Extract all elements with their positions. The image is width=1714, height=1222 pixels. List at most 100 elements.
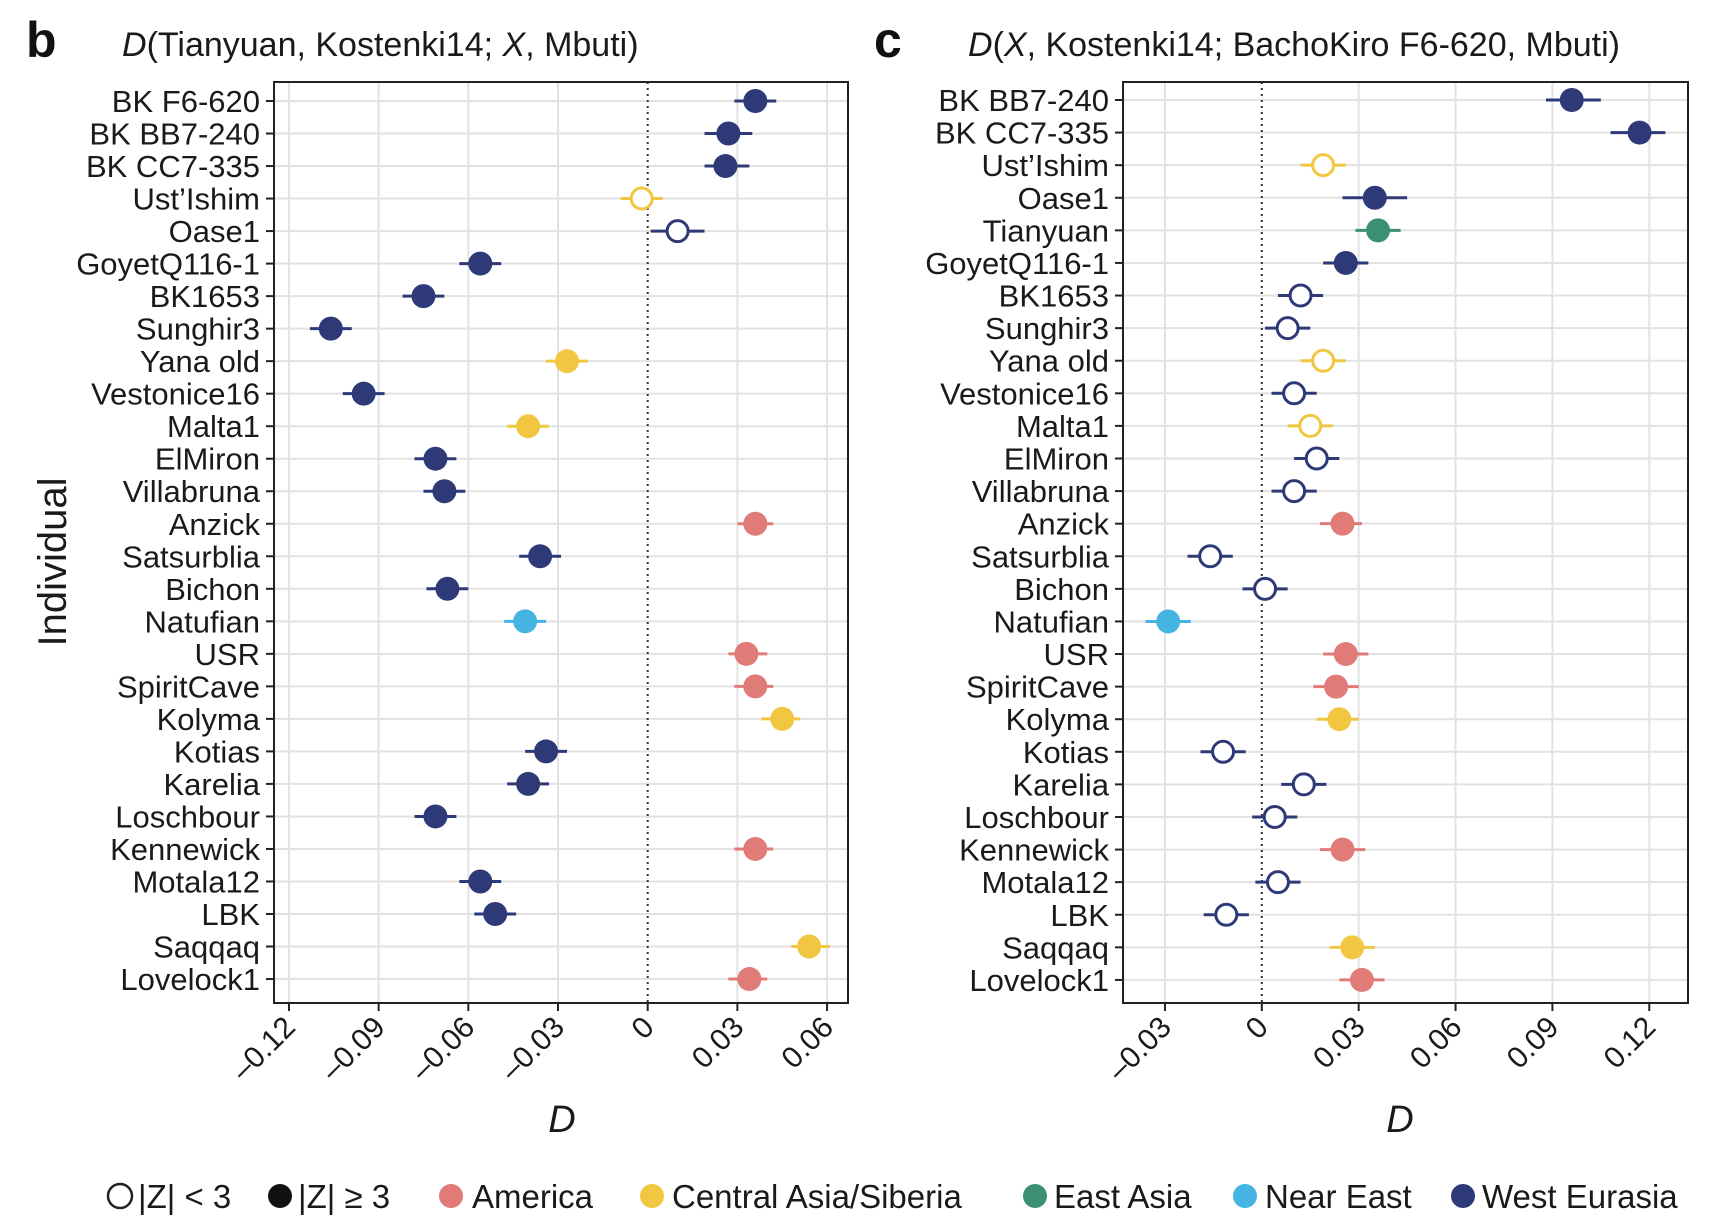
panel-b-marker-vestonice16 bbox=[351, 381, 376, 406]
legend-west-eurasia-label: West Eurasia bbox=[1482, 1178, 1678, 1215]
panel-b-row-label-bk1653: BK1653 bbox=[150, 279, 260, 314]
panel-b-x-tick-label-5: 0.03 bbox=[686, 1011, 751, 1076]
panel-c-point-usr bbox=[1323, 642, 1369, 667]
panel-b-point-bk-f6-620 bbox=[734, 89, 777, 113]
panel-b-x-tick-label-1: –0.09 bbox=[315, 1011, 391, 1087]
panel-c-point-loschbour bbox=[1252, 804, 1298, 829]
panel-c-marker-sunghir3 bbox=[1275, 316, 1300, 341]
panel-c-row-label-villabruna: Villabruna bbox=[972, 474, 1110, 509]
panel-c-row-label-bk-bb7-240: BK BB7-240 bbox=[938, 83, 1109, 118]
panel-b-marker-goyetq116-1 bbox=[468, 251, 493, 276]
panel-b-row-label-yana-old: Yana old bbox=[140, 344, 260, 379]
panel-c-x-tick-label-2: 0.03 bbox=[1307, 1011, 1372, 1076]
panel-c-row-label-lovelock1: Lovelock1 bbox=[969, 963, 1109, 998]
panel-c-row-label-bichon: Bichon bbox=[1014, 572, 1109, 607]
panel-b-marker-bk-cc7-335 bbox=[713, 154, 738, 179]
panel-b-row-label-saqqaq: Saqqaq bbox=[153, 930, 260, 965]
panel-c-point-bk-cc7-335 bbox=[1610, 120, 1666, 145]
panel-b-point-kolyma bbox=[761, 706, 801, 731]
legend-open-item: |Z| < 3 bbox=[106, 1178, 231, 1215]
panel-c-x-tick-label-0: –0.03 bbox=[1101, 1011, 1177, 1087]
legend-region-east-asia: East Asia bbox=[1023, 1178, 1192, 1215]
panel-b-marker-lbk bbox=[483, 902, 508, 926]
panel-c-row-label-saqqaq: Saqqaq bbox=[1002, 930, 1109, 965]
panel-b-frame bbox=[273, 81, 849, 1004]
panel-c-marker-spiritcave bbox=[1324, 674, 1349, 699]
legend-east-asia-label: East Asia bbox=[1054, 1178, 1192, 1215]
panel-c-marker-kennewick bbox=[1330, 837, 1355, 862]
panel-b-row-label-satsurblia: Satsurblia bbox=[122, 539, 261, 574]
panel-b-marker-sunghir3 bbox=[318, 316, 343, 341]
panel-c-marker-natufian bbox=[1156, 609, 1181, 634]
panel-b-point-natufian bbox=[504, 609, 547, 634]
panel-c-point-lbk bbox=[1203, 902, 1249, 927]
panel-c-point-karelia bbox=[1281, 772, 1327, 797]
panel-b-marker-kolyma bbox=[770, 706, 795, 731]
panel-b-point-ust-ishim bbox=[620, 186, 663, 211]
panel-b-letter: b bbox=[26, 12, 57, 68]
panel-b-row-label-sunghir3: Sunghir3 bbox=[136, 312, 260, 347]
panel-b-marker-natufian bbox=[513, 609, 538, 634]
panel-b-x-tick-label-4: 0 bbox=[626, 1011, 661, 1046]
panel-c-row-label-yana-old: Yana old bbox=[989, 344, 1109, 379]
panel-c-point-bichon bbox=[1242, 576, 1288, 601]
panel-b-marker-kennewick bbox=[743, 836, 768, 861]
panel-c-point-saqqaq bbox=[1329, 935, 1375, 960]
panel-b-marker-usr bbox=[734, 641, 759, 666]
panel-b-row-label-loschbour: Loschbour bbox=[115, 799, 260, 834]
panel-c-point-oase1 bbox=[1342, 185, 1408, 210]
panel-c-marker-yana-old bbox=[1311, 348, 1336, 373]
panel-b-marker-ust-ishim bbox=[629, 186, 654, 211]
panel-c-row-label-bk1653: BK1653 bbox=[999, 279, 1109, 314]
panel-c-x-tick-label-1: 0 bbox=[1240, 1011, 1275, 1046]
panel-b-row-label-malta1: Malta1 bbox=[167, 409, 260, 444]
panel-c-point-malta1 bbox=[1287, 413, 1333, 438]
legend-filled-marker bbox=[268, 1184, 292, 1208]
panel-b-row-label-spiritcave: SpiritCave bbox=[117, 669, 260, 704]
panel-b-row-label-usr: USR bbox=[195, 637, 260, 672]
panel-b-x-tick-label-3: –0.03 bbox=[495, 1011, 571, 1087]
panel-b-marker-elmiron bbox=[423, 446, 448, 471]
panel-c-point-spiritcave bbox=[1313, 674, 1359, 699]
panel-c-row-label-satsurblia: Satsurblia bbox=[971, 539, 1110, 574]
legend-region-america: America bbox=[439, 1178, 594, 1215]
panel-c-row-label-kotias: Kotias bbox=[1023, 735, 1109, 770]
panel-c-letter: c bbox=[874, 12, 902, 68]
panel-c-marker-kolyma bbox=[1327, 707, 1352, 732]
panel-b-point-kotias bbox=[525, 739, 567, 764]
panel-c-marker-bk-cc7-335 bbox=[1627, 120, 1652, 145]
legend: |Z| < 3 |Z| ≥ 3 America Central Asia/Sib… bbox=[106, 1178, 1678, 1215]
panel-b-point-saqqaq bbox=[791, 934, 831, 959]
panel-c-marker-karelia bbox=[1291, 772, 1316, 797]
panel-b-marker-spiritcave bbox=[743, 674, 768, 699]
panel-c-point-anzick bbox=[1319, 511, 1362, 536]
panel-c-row-label-sunghir3: Sunghir3 bbox=[985, 311, 1109, 346]
panel-b-row-label-oase1: Oase1 bbox=[169, 214, 260, 249]
panel-c-marker-bichon bbox=[1253, 576, 1278, 601]
legend-open-marker bbox=[106, 1182, 134, 1210]
legend-central-asia-siberia-marker bbox=[640, 1184, 664, 1208]
panel-b-marker-anzick bbox=[743, 511, 768, 536]
panel-c-point-vestonice16 bbox=[1271, 381, 1317, 406]
legend-open-label: |Z| < 3 bbox=[138, 1178, 231, 1215]
panel-b-row-label-lovelock1: Lovelock1 bbox=[120, 962, 260, 997]
panel-b-marker-lovelock1 bbox=[737, 967, 762, 992]
panel-c-point-elmiron bbox=[1294, 446, 1340, 471]
panel-c-row-label-tianyuan: Tianyuan bbox=[983, 213, 1109, 248]
panel-c-row-label-vestonice16: Vestonice16 bbox=[940, 376, 1109, 411]
panel-c-point-sunghir3 bbox=[1265, 316, 1311, 341]
panel-b-row-label-villabruna: Villabruna bbox=[123, 474, 261, 509]
panel-b-point-lbk bbox=[474, 902, 517, 926]
panel-c-marker-saqqaq bbox=[1340, 935, 1365, 960]
legend-central-asia-siberia-label: Central Asia/Siberia bbox=[672, 1178, 962, 1215]
panel-b-row-label-bk-cc7-335: BK CC7-335 bbox=[86, 149, 260, 184]
panel-c-point-yana-old bbox=[1300, 348, 1346, 373]
panel-c-title: D(X, Kostenki14; BachoKiro F6-620, Mbuti… bbox=[968, 26, 1620, 64]
panel-b-point-satsurblia bbox=[519, 544, 561, 569]
panel-b-point-anzick bbox=[737, 511, 774, 536]
panel-c-row-label-oase1: Oase1 bbox=[1018, 181, 1109, 216]
panel-b-row-label-kotias: Kotias bbox=[174, 734, 260, 769]
panel-b-point-loschbour bbox=[414, 804, 457, 829]
legend-near-east-label: Near East bbox=[1265, 1178, 1412, 1215]
panel-b-row-label-karelia: Karelia bbox=[164, 767, 261, 802]
